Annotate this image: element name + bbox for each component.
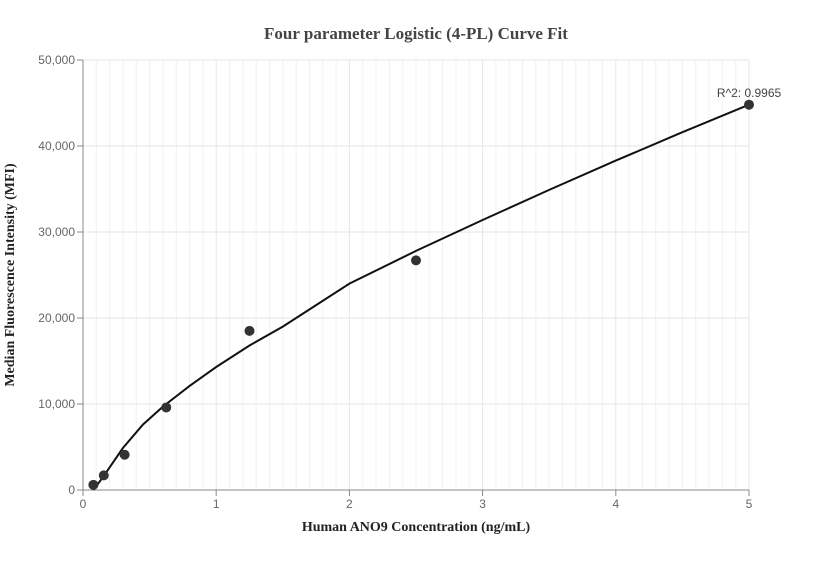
data-point (244, 325, 255, 336)
y-tick-label: 30,000 (38, 225, 75, 239)
chart-title: Four parameter Logistic (4-PL) Curve Fit (264, 24, 568, 43)
x-tick-label: 2 (346, 497, 353, 511)
data-point (119, 449, 130, 460)
y-tick-label: 0 (68, 483, 75, 497)
data-point (161, 402, 172, 413)
r-squared-annotation: R^2: 0.9965 (717, 86, 782, 100)
fit-curve-line (92, 103, 750, 491)
x-tick-label: 1 (213, 497, 220, 511)
x-tick-label: 5 (746, 497, 753, 511)
y-tick-label: 50,000 (38, 53, 75, 67)
x-tick-label: 4 (612, 497, 619, 511)
axis-layer: 0 1 2 3 4 5 0 10,000 20,000 30,000 40,000 50,000 (38, 53, 752, 511)
data-point (98, 470, 109, 481)
y-tick-label: 20,000 (38, 311, 75, 325)
curve-layer (92, 103, 750, 491)
data-point (88, 479, 99, 490)
point-layer (88, 99, 754, 490)
x-tick-label: 0 (80, 497, 87, 511)
y-tick-label: 10,000 (38, 397, 75, 411)
x-tick-label: 3 (479, 497, 486, 511)
y-tick-label: 40,000 (38, 139, 75, 153)
y-axis-title: Median Fluorescence Intensity (MFI) (3, 163, 18, 387)
x-axis-title: Human ANO9 Concentration (ng/mL) (302, 520, 531, 535)
grid-layer (83, 59, 750, 490)
data-point (744, 99, 754, 110)
data-point (411, 255, 421, 266)
